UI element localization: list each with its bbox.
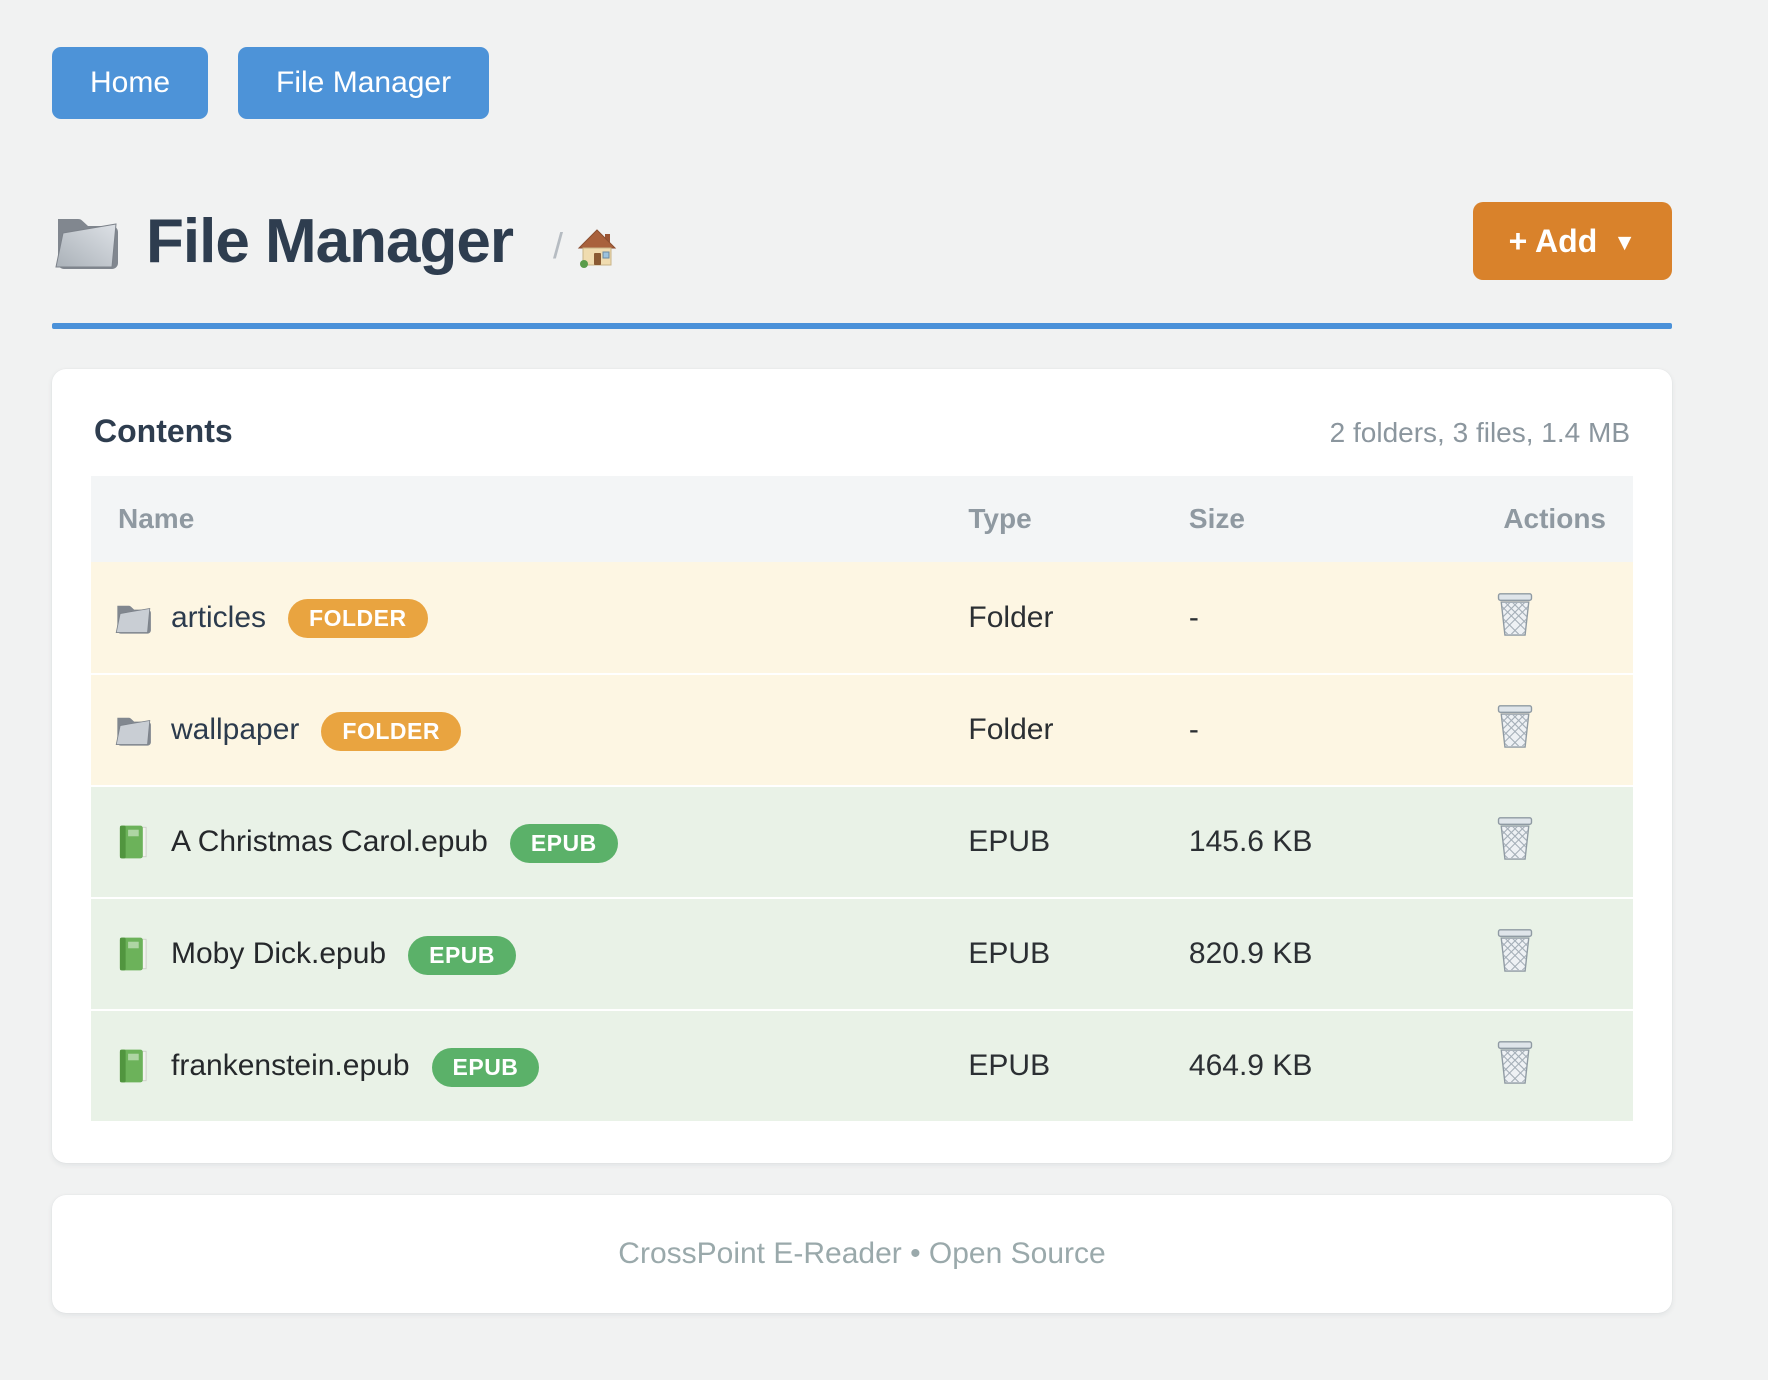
type-cell: EPUB	[968, 1049, 1051, 1082]
type-badge: EPUB	[408, 935, 517, 975]
actions-cell	[1417, 562, 1633, 674]
folder-icon	[55, 219, 118, 269]
type-cell: EPUB	[968, 937, 1051, 970]
file-table: Name Type Size Actions ar	[91, 476, 1633, 1123]
actions-cell	[1417, 786, 1633, 898]
name-cell: A Christmas Carol.epub EPUB	[91, 786, 968, 898]
size-cell: 820.9 KB	[1188, 937, 1313, 970]
contents-card: Contents 2 folders, 3 files, 1.4 MB Name…	[52, 369, 1672, 1163]
type-badge: FOLDER	[321, 711, 461, 751]
name-cell: wallpaper FOLDER	[91, 674, 968, 786]
type-badge: EPUB	[509, 823, 618, 863]
footer-text: CrossPoint E-Reader • Open Source	[618, 1237, 1106, 1270]
size-cell: -	[1188, 713, 1199, 746]
table-row: frankenstein.epub EPUB EPUB 464.9 KB	[91, 1010, 1633, 1122]
name-cell: articles FOLDER	[91, 562, 968, 674]
delete-button[interactable]	[1493, 814, 1537, 862]
actions-cell	[1417, 1010, 1633, 1122]
type-cell: EPUB	[968, 825, 1051, 858]
type-cell: Folder	[968, 600, 1054, 634]
contents-title: Contents	[94, 413, 233, 449]
breadcrumb-separator: /	[553, 225, 564, 266]
name-cell: Moby Dick.epub EPUB	[91, 898, 968, 1010]
column-header-actions: Actions	[1503, 503, 1606, 534]
delete-button[interactable]	[1493, 926, 1537, 974]
size-cell: -	[1188, 600, 1199, 634]
name-cell: frankenstein.epub EPUB	[91, 1010, 968, 1122]
table-row: A Christmas Carol.epub EPUB EPUB 145.6 K…	[91, 786, 1633, 898]
type-cell: Folder	[968, 713, 1054, 746]
green-book-icon	[119, 937, 147, 971]
column-header-size: Size	[1188, 503, 1245, 534]
contents-summary: 2 folders, 3 files, 1.4 MB	[1329, 417, 1630, 448]
delete-button[interactable]	[1493, 590, 1537, 638]
house-icon	[577, 229, 617, 268]
trash-icon	[1497, 929, 1533, 972]
file-name[interactable]: A Christmas Carol.epub	[171, 825, 488, 858]
trash-icon	[1497, 1041, 1533, 1084]
file-name[interactable]: frankenstein.epub	[171, 1049, 410, 1082]
trash-icon	[1497, 705, 1533, 748]
size-cell: 145.6 KB	[1188, 825, 1313, 858]
page: Home File Manager File Manager /	[52, 0, 1672, 1313]
file-name[interactable]: wallpaper	[171, 713, 300, 746]
trash-icon	[1497, 592, 1533, 636]
green-book-icon	[119, 1049, 147, 1083]
type-badge: EPUB	[431, 1047, 540, 1087]
file-table-head: Name Type Size Actions	[91, 476, 1633, 562]
table-row: articles FOLDER Folder -	[91, 562, 1633, 674]
size-cell: 464.9 KB	[1188, 1049, 1313, 1082]
delete-button[interactable]	[1493, 702, 1537, 750]
top-nav: Home File Manager	[52, 47, 1672, 119]
folder-icon	[115, 605, 151, 634]
file-name[interactable]: articles	[171, 600, 267, 634]
actions-cell	[1417, 674, 1633, 786]
column-header-name: Name	[118, 503, 195, 534]
breadcrumb-home-link[interactable]	[577, 228, 617, 268]
table-row: Moby Dick.epub EPUB EPUB 820.9 KB	[91, 898, 1633, 1010]
footer: CrossPoint E-Reader • Open Source	[52, 1195, 1672, 1313]
contents-card-header: Contents 2 folders, 3 files, 1.4 MB	[94, 413, 1630, 450]
green-book-icon	[119, 825, 147, 859]
add-button[interactable]: + Add ▼	[1472, 202, 1672, 280]
nav-file-manager-button[interactable]: File Manager	[238, 47, 490, 119]
chevron-down-icon: ▼	[1613, 228, 1636, 255]
add-button-label: + Add	[1508, 222, 1598, 259]
table-row: wallpaper FOLDER Folder -	[91, 674, 1633, 786]
page-header: File Manager / + Add ▼	[52, 193, 1672, 289]
type-badge: FOLDER	[288, 599, 428, 638]
column-header-type: Type	[968, 503, 1032, 534]
nav-home-button[interactable]: Home	[52, 47, 209, 119]
table-body: articles FOLDER Folder -	[91, 562, 1633, 1122]
file-name[interactable]: Moby Dick.epub	[171, 937, 387, 970]
page-title: File Manager	[146, 206, 514, 276]
delete-button[interactable]	[1493, 1038, 1537, 1086]
trash-icon	[1497, 817, 1533, 860]
folder-icon	[115, 717, 151, 746]
title-divider	[52, 323, 1672, 329]
actions-cell	[1417, 898, 1633, 1010]
